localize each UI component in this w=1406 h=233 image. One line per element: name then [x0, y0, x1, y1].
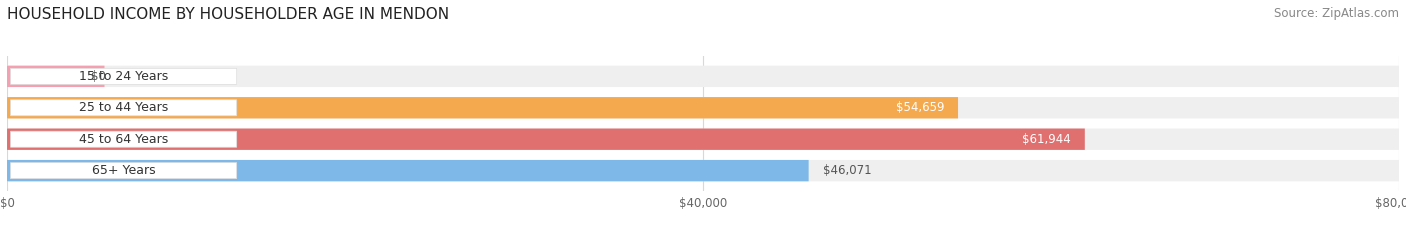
- Text: 25 to 44 Years: 25 to 44 Years: [79, 101, 169, 114]
- Text: $54,659: $54,659: [896, 101, 945, 114]
- FancyBboxPatch shape: [10, 131, 236, 147]
- FancyBboxPatch shape: [7, 160, 1399, 181]
- FancyBboxPatch shape: [7, 129, 1085, 150]
- FancyBboxPatch shape: [7, 66, 104, 87]
- Text: $0: $0: [90, 70, 105, 83]
- Text: 45 to 64 Years: 45 to 64 Years: [79, 133, 169, 146]
- FancyBboxPatch shape: [10, 68, 236, 84]
- FancyBboxPatch shape: [10, 100, 236, 116]
- FancyBboxPatch shape: [7, 97, 957, 118]
- FancyBboxPatch shape: [10, 163, 236, 179]
- Text: $46,071: $46,071: [823, 164, 872, 177]
- FancyBboxPatch shape: [7, 66, 1399, 87]
- Text: $61,944: $61,944: [1022, 133, 1071, 146]
- Text: Source: ZipAtlas.com: Source: ZipAtlas.com: [1274, 7, 1399, 20]
- FancyBboxPatch shape: [7, 160, 808, 181]
- Text: HOUSEHOLD INCOME BY HOUSEHOLDER AGE IN MENDON: HOUSEHOLD INCOME BY HOUSEHOLDER AGE IN M…: [7, 7, 449, 22]
- Text: 65+ Years: 65+ Years: [91, 164, 156, 177]
- FancyBboxPatch shape: [7, 97, 1399, 118]
- FancyBboxPatch shape: [7, 129, 1399, 150]
- Text: 15 to 24 Years: 15 to 24 Years: [79, 70, 169, 83]
